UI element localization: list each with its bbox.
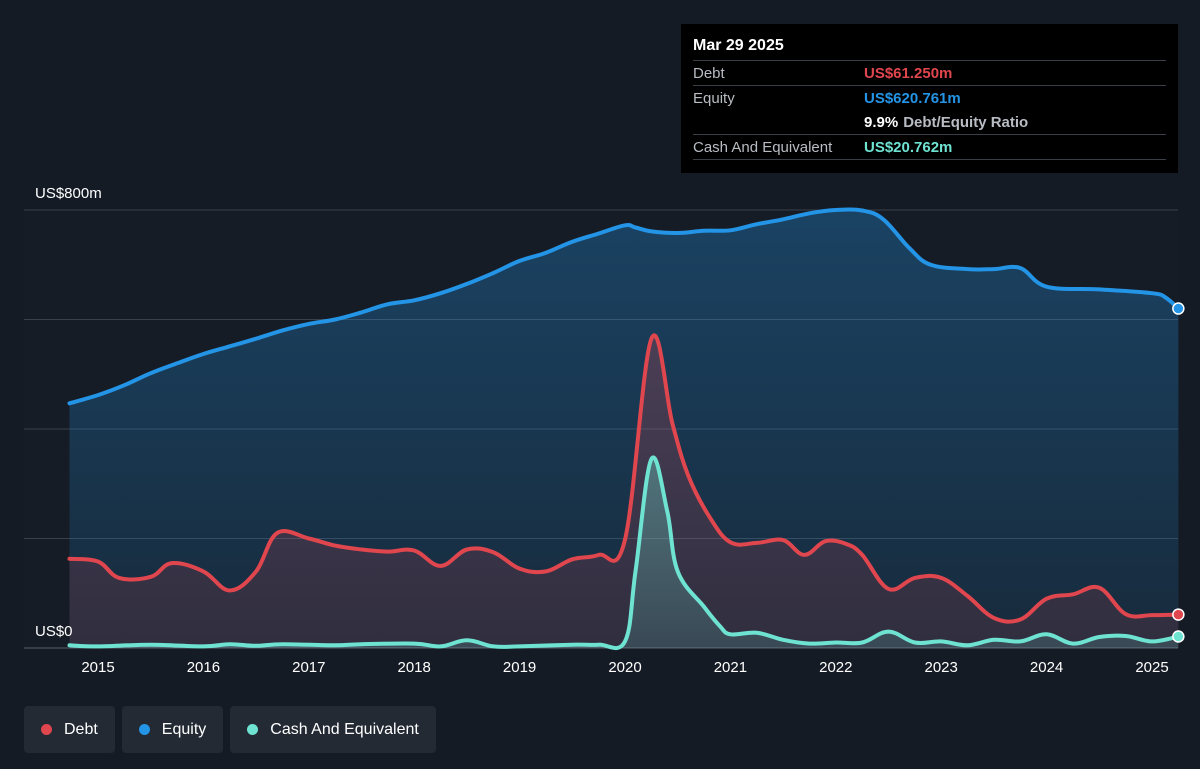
tooltip-debt-value: US$61.250m <box>864 64 953 82</box>
tooltip-row-equity: Equity US$620.761m <box>693 85 1166 110</box>
legend-label-cash: Cash And Equivalent <box>270 720 419 738</box>
tooltip-row-ratio: 9.9% Debt/Equity Ratio <box>693 110 1166 134</box>
line-debt <box>67 333 1181 624</box>
tooltip-panel: Mar 29 2025 Debt US$61.250m Equity US$62… <box>681 24 1178 173</box>
x-tick-label: 2022 <box>819 659 852 676</box>
legend-dot-cash <box>247 724 259 735</box>
endpoint-equity <box>1172 302 1185 315</box>
x-tick-label: 2023 <box>925 659 958 676</box>
tooltip-ratio-label: Debt/Equity Ratio <box>903 113 1029 131</box>
legend-dot-debt <box>41 724 52 735</box>
x-tick-label: 2015 <box>81 659 114 676</box>
y-axis-top-label: US$800m <box>35 185 102 202</box>
area-equity <box>69 209 1179 649</box>
tooltip-cash-label: Cash And Equivalent <box>693 138 833 156</box>
x-axis-ticks: 2015 2016 2017 2018 2019 2020 2021 2022 2023 2024… <box>81 659 1168 676</box>
x-tick-label: 2025 <box>1135 659 1168 676</box>
legend-item-debt[interactable]: Debt <box>24 706 115 753</box>
legend-label-debt: Debt <box>64 720 98 738</box>
series-lines <box>67 207 1181 651</box>
x-tick-label: 2016 <box>187 659 220 676</box>
x-tick-label: 2017 <box>292 659 325 676</box>
x-tick-label: 2018 <box>398 659 431 676</box>
legend-label-equity: Equity <box>161 720 207 738</box>
endpoint-cash <box>1172 630 1185 643</box>
tooltip-row-cash: Cash And Equivalent US$20.762m <box>693 134 1166 160</box>
series-areas <box>69 209 1179 649</box>
tooltip-ratio-value: 9.9% <box>864 113 899 131</box>
area-debt <box>69 335 1179 648</box>
tooltip-debt-label: Debt <box>693 64 725 82</box>
tooltip-cash-value: US$20.762m <box>864 138 953 156</box>
tooltip-equity-value: US$620.761m <box>864 89 961 107</box>
x-tick-label: 2019 <box>503 659 536 676</box>
legend-item-cash[interactable]: Cash And Equivalent <box>230 706 436 753</box>
tooltip-date: Mar 29 2025 <box>693 37 784 54</box>
tooltip-equity-label: Equity <box>693 89 735 107</box>
chart-legend: Debt Equity Cash And Equivalent <box>24 706 436 753</box>
line-equity <box>67 207 1181 406</box>
legend-item-equity[interactable]: Equity <box>121 706 224 753</box>
series-endpoints <box>1172 302 1185 643</box>
endpoint-debt <box>1172 608 1185 621</box>
x-tick-label: 2024 <box>1030 659 1063 676</box>
tooltip-row-debt: Debt US$61.250m <box>693 60 1166 85</box>
x-tick-label: 2020 <box>608 659 641 676</box>
x-tick-label: 2021 <box>714 659 747 676</box>
line-cash <box>67 455 1181 651</box>
y-axis-bottom-label: US$0 <box>35 623 73 640</box>
legend-dot-equity <box>138 724 150 735</box>
